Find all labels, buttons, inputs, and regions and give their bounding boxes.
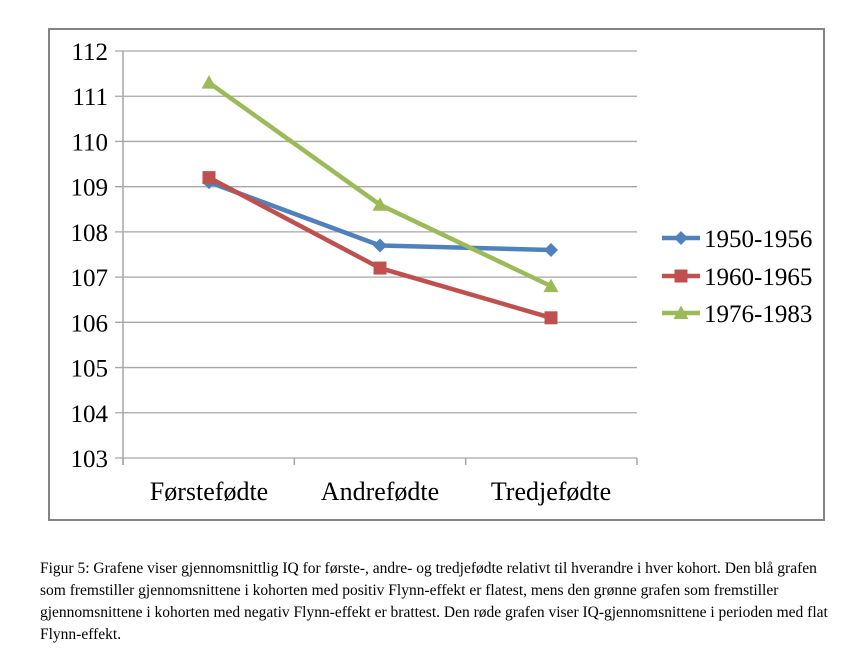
chart-svg: 103 104 105 106 107 108 109 110 111 112 Førstefødt… — [71, 39, 813, 506]
y-tick-label: 107 — [71, 265, 109, 292]
triangle-marker — [372, 197, 388, 211]
y-tick-label: 109 — [71, 175, 109, 202]
legend-square-marker — [674, 269, 688, 283]
square-marker — [544, 311, 558, 325]
y-tick-label: 112 — [71, 39, 108, 66]
series-line — [207, 80, 552, 289]
series-1960-1965 — [202, 171, 558, 325]
axes — [122, 51, 638, 465]
legend-diamond-marker — [674, 231, 688, 245]
square-marker — [202, 171, 216, 185]
y-axis-labels: 103 104 105 106 107 108 109 110 111 112 — [71, 39, 109, 473]
triangle-marker — [201, 75, 217, 89]
legend-label: 1950-1956 — [704, 226, 812, 253]
diamond-marker — [373, 238, 387, 253]
line-chart: 103 104 105 106 107 108 109 110 111 112 Førstefødt… — [50, 30, 823, 519]
legend-label: 1960-1965 — [704, 264, 812, 291]
legend: 1950-1956 1960-1965 1976-1983 — [662, 226, 812, 328]
diamond-marker — [544, 242, 558, 257]
legend-triangle-marker — [673, 305, 689, 319]
series-1950-1956 — [202, 175, 558, 257]
y-tick-label: 111 — [72, 84, 108, 111]
x-category-label: Førstefødte — [150, 477, 268, 506]
legend-label: 1976-1983 — [704, 301, 812, 328]
legend-entry-1950-1956: 1950-1956 — [662, 226, 812, 253]
y-tick-label: 104 — [71, 401, 109, 428]
y-tick-label: 105 — [71, 356, 109, 383]
x-axis-labels: Førstefødte Andrefødte Tredjefødte — [150, 477, 611, 506]
x-category-label: Tredjefødte — [491, 477, 611, 506]
y-tick-label: 106 — [71, 310, 109, 337]
x-category-label: Andrefødte — [321, 477, 439, 506]
figure-caption: Figur 5: Grafene viser gjennomsnittlig I… — [40, 559, 828, 643]
y-tick-label: 103 — [71, 446, 109, 473]
square-marker — [373, 261, 387, 275]
figure-chart-frame: 103 104 105 106 107 108 109 110 111 112 Førstefødt… — [48, 28, 825, 521]
triangle-marker — [543, 278, 559, 293]
legend-entry-1960-1965: 1960-1965 — [662, 264, 812, 291]
series-1976-1983 — [201, 75, 559, 293]
y-tick-label: 108 — [71, 220, 109, 247]
legend-entry-1976-1983: 1976-1983 — [662, 301, 812, 328]
gridlines — [115, 50, 637, 459]
y-tick-label: 110 — [71, 129, 108, 156]
